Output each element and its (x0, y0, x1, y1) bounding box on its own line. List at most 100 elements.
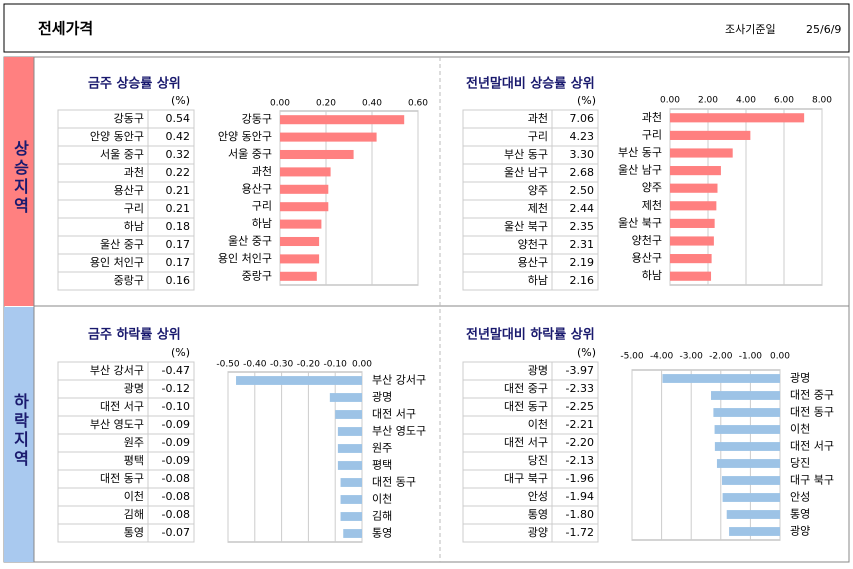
bar (670, 130, 751, 140)
table-value: -0.47 (162, 364, 190, 377)
table-cell (147, 523, 195, 543)
date-label: 조사기준일 (725, 22, 776, 36)
bar (343, 529, 362, 538)
bar (340, 478, 362, 487)
bar (280, 149, 354, 160)
side-rise (4, 57, 34, 306)
category-label: 안성 (790, 491, 810, 504)
table-value: 2.50 (570, 184, 595, 197)
category-label: 용인 처인구 (218, 252, 272, 265)
table-value: 0.32 (166, 148, 191, 161)
table-value: -0.08 (162, 508, 190, 521)
bar (722, 493, 780, 502)
table-value: -0.09 (162, 436, 190, 449)
table-name: 대전 중구 (504, 382, 548, 395)
category-label: 울산 중구 (228, 235, 272, 248)
unit-label: (%) (171, 94, 190, 107)
table-value: -1.96 (566, 472, 594, 485)
table-name: 이천 (528, 417, 548, 431)
table-value: -1.80 (566, 508, 594, 521)
side-fall (4, 307, 34, 562)
category-label: 과천 (642, 110, 662, 124)
table-value: 0.22 (166, 166, 191, 179)
table-name: 용산구 (114, 184, 144, 197)
table-value: -2.21 (566, 418, 594, 431)
bar (280, 167, 331, 177)
x-tick-label: -0.30 (270, 360, 294, 370)
table-name: 광명 (124, 382, 144, 395)
table-name: 과천 (528, 111, 548, 125)
bar (329, 393, 362, 402)
category-label: 안양 동안구 (218, 130, 272, 143)
table-value: 0.18 (166, 220, 191, 233)
bar (716, 459, 780, 468)
table-name: 부산 동구 (504, 148, 548, 161)
bar (337, 427, 362, 436)
header-box (3, 3, 850, 53)
table-value: -0.08 (162, 490, 190, 503)
category-label: 제천 (642, 198, 662, 212)
bar (721, 476, 780, 485)
category-label: 중랑구 (242, 269, 272, 282)
category-label: 과천 (252, 164, 272, 178)
table-value: 0.54 (166, 112, 191, 125)
bar (280, 254, 320, 264)
chart-title: 전년말대비 상승률 상위 (466, 76, 595, 92)
table-value: -3.97 (566, 364, 594, 377)
table-value: -2.25 (566, 400, 594, 413)
bar (711, 391, 780, 400)
category-label: 이천 (372, 492, 392, 506)
table-name: 용산구 (518, 256, 548, 269)
table-value: 2.19 (570, 256, 595, 269)
table-name: 구리 (124, 202, 144, 215)
table-value: -0.08 (162, 472, 190, 485)
bar (670, 271, 712, 281)
bar (670, 218, 715, 228)
table-value: -2.13 (566, 454, 594, 467)
bar (714, 442, 780, 451)
x-tick-label: 0.20 (316, 99, 336, 109)
table-value: -2.33 (566, 382, 594, 395)
category-label: 부산 영도구 (372, 425, 426, 438)
chart-title: 금주 상승률 상위 (88, 77, 181, 92)
unit-label: (%) (171, 346, 190, 359)
bar (713, 408, 780, 417)
table-value: -0.07 (162, 526, 190, 539)
table-name: 대전 서구 (100, 400, 144, 413)
category-label: 이천 (790, 422, 810, 436)
table-value: 3.30 (570, 148, 595, 161)
table-name: 양주 (528, 184, 548, 197)
table-name: 하남 (528, 273, 548, 287)
side-label: 상승지역 (11, 140, 30, 216)
category-label: 하남 (642, 268, 662, 282)
x-tick-label: 8.00 (812, 96, 832, 106)
bar (340, 512, 362, 521)
date: 25/6/9 (806, 23, 841, 36)
x-tick-label: -2.00 (709, 352, 733, 362)
table-value: 0.17 (166, 256, 191, 269)
x-tick-label: 0.00 (270, 99, 290, 109)
table-cell (551, 523, 599, 543)
category-label: 부산 강서구 (372, 374, 426, 387)
x-tick-label: -0.50 (216, 360, 240, 370)
bar (726, 510, 780, 519)
category-label: 구리 (642, 128, 662, 141)
table-name: 대전 동구 (100, 472, 144, 485)
category-label: 구리 (252, 200, 272, 213)
x-tick-label: 0.00 (770, 352, 790, 362)
bar (670, 236, 714, 246)
category-label: 평택 (372, 459, 392, 472)
table-cell (147, 271, 195, 291)
category-label: 울산 남구 (618, 164, 662, 177)
category-label: 대전 동구 (790, 406, 834, 419)
table-value: 0.17 (166, 238, 191, 251)
table-name: 안성 (528, 490, 548, 503)
table-value: 4.23 (570, 130, 595, 143)
table-value: -0.09 (162, 454, 190, 467)
category-label: 광명 (372, 391, 392, 404)
table-name: 평택 (124, 454, 144, 467)
x-tick-label: -3.00 (680, 352, 704, 362)
header-title: 전세가격 (38, 20, 93, 38)
table-name: 울산 중구 (100, 238, 144, 251)
table-name: 광양 (528, 526, 548, 539)
